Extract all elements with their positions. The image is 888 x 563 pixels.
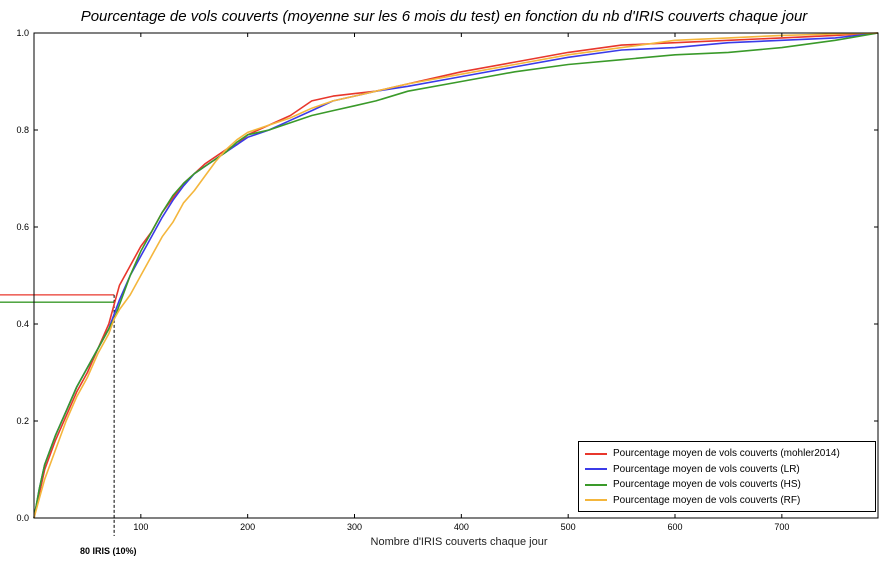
legend-swatch	[585, 484, 607, 486]
x-tick-label: 600	[667, 522, 682, 532]
legend-label: Pourcentage moyen de vols couverts (HS)	[613, 479, 801, 490]
legend-label: Pourcentage moyen de vols couverts (RF)	[613, 495, 800, 506]
legend-label: Pourcentage moyen de vols couverts (LR)	[613, 464, 800, 475]
legend-item: Pourcentage moyen de vols couverts (HS)	[585, 477, 869, 493]
legend-swatch	[585, 453, 607, 455]
y-tick-label: 0.8	[16, 125, 29, 135]
legend-item: Pourcentage moyen de vols couverts (mohl…	[585, 446, 869, 462]
y-tick-label: 0.0	[16, 513, 29, 523]
y-tick-label: 1.0	[16, 28, 29, 38]
x-tick-label: 700	[774, 522, 789, 532]
x-axis-label: Nombre d'IRIS couverts chaque jour	[0, 536, 888, 548]
legend-item: Pourcentage moyen de vols couverts (RF)	[585, 493, 869, 509]
legend-label: Pourcentage moyen de vols couverts (mohl…	[613, 448, 840, 459]
y-tick-label: 0.6	[16, 222, 29, 232]
legend: Pourcentage moyen de vols couverts (mohl…	[578, 441, 876, 512]
x-tick-label: 500	[561, 522, 576, 532]
x-tick-label: 400	[454, 522, 469, 532]
x-tick-label: 200	[240, 522, 255, 532]
y-tick-label: 0.2	[16, 416, 29, 426]
x-tick-label: 100	[133, 522, 148, 532]
x-tick-label: 300	[347, 522, 362, 532]
legend-swatch	[585, 468, 607, 470]
legend-item: Pourcentage moyen de vols couverts (LR)	[585, 462, 869, 478]
legend-swatch	[585, 499, 607, 501]
y-tick-label: 0.4	[16, 319, 29, 329]
